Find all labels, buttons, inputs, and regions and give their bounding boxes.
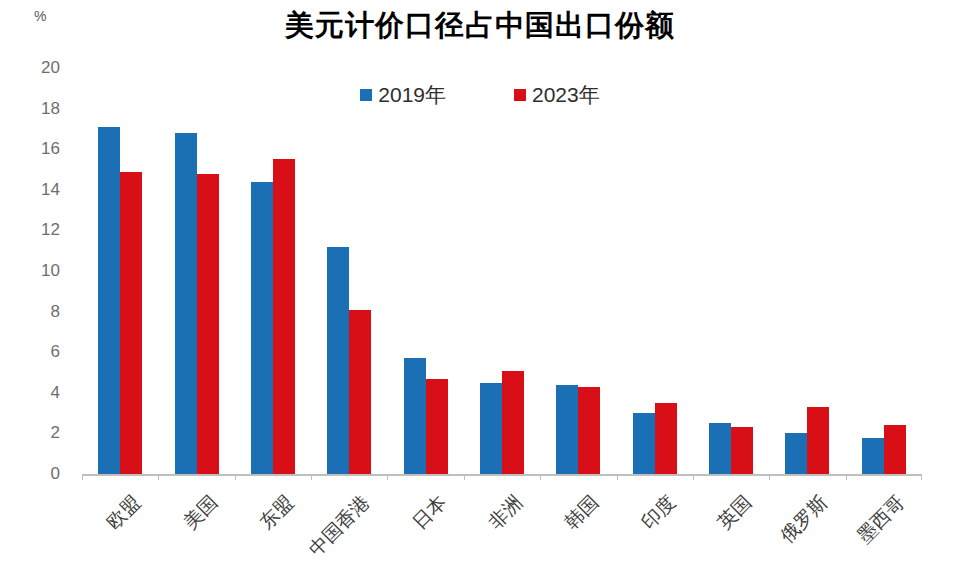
y-axis-tick-label-20: 20	[0, 58, 60, 78]
bar-2019-cat4	[327, 247, 349, 474]
y-axis: 0 2 4 6 8 10 12 14 16 18 20	[0, 0, 60, 571]
bar-2019-cat11	[862, 438, 884, 475]
y-axis-tick-label-2: 2	[0, 423, 60, 443]
bar-2023-cat11	[884, 425, 906, 474]
x-axis-label-3: 东盟	[254, 490, 299, 535]
bar-2019-cat7	[556, 385, 578, 474]
y-axis-tick-label-0: 0	[0, 464, 60, 484]
bar-2019-cat8	[633, 413, 655, 474]
bar-2023-cat10	[807, 407, 829, 474]
category-group-3: 东盟	[235, 68, 311, 474]
x-axis-tick-11	[921, 476, 922, 480]
x-axis-label-11: 墨西哥	[851, 490, 910, 549]
x-axis-label-5: 日本	[407, 490, 452, 535]
x-axis-label-10: 俄罗斯	[775, 490, 834, 549]
x-axis-tick-2	[235, 476, 236, 480]
x-axis-label-4: 中国香港	[304, 490, 376, 562]
x-axis-tick-0	[82, 476, 83, 480]
x-axis-tick-10	[846, 476, 847, 480]
x-axis-tick-8	[693, 476, 694, 480]
bar-2023-cat1	[120, 172, 142, 475]
x-axis-label-2: 美国	[178, 490, 223, 535]
y-axis-tick-label-8: 8	[0, 302, 60, 322]
bar-2019-cat10	[785, 433, 807, 474]
x-axis-label-8: 印度	[636, 490, 681, 535]
bar-2019-cat5	[404, 358, 426, 474]
bar-2019-cat6	[480, 383, 502, 474]
y-axis-tick-label-14: 14	[0, 180, 60, 200]
bar-2023-cat3	[273, 159, 295, 474]
y-axis-tick-label-10: 10	[0, 261, 60, 281]
x-axis-tick-3	[311, 476, 312, 480]
y-axis-tick-label-4: 4	[0, 383, 60, 403]
y-axis-tick-label-12: 12	[0, 220, 60, 240]
category-group-7: 韩国	[540, 68, 616, 474]
y-axis-tick-label-6: 6	[0, 342, 60, 362]
x-axis-tick-7	[617, 476, 618, 480]
category-group-6: 非洲	[464, 68, 540, 474]
bar-2023-cat8	[655, 403, 677, 474]
bar-2019-cat2	[175, 133, 197, 474]
category-group-10: 俄罗斯	[769, 68, 845, 474]
category-group-9: 英国	[693, 68, 769, 474]
x-axis-label-6: 非洲	[483, 490, 528, 535]
y-axis-tick-label-16: 16	[0, 139, 60, 159]
x-axis-label-7: 韩国	[559, 490, 604, 535]
bar-2023-cat6	[502, 371, 524, 475]
x-axis-tick-5	[464, 476, 465, 480]
x-axis-label-9: 英国	[712, 490, 757, 535]
bar-2023-cat7	[578, 387, 600, 474]
bar-2019-cat9	[709, 423, 731, 474]
category-group-1: 欧盟	[82, 68, 158, 474]
bar-2023-cat2	[197, 174, 219, 474]
x-axis-label-1: 欧盟	[101, 490, 146, 535]
category-group-4: 中国香港	[311, 68, 387, 474]
chart-title: 美元计价口径占中国出口份额	[0, 6, 960, 46]
plot-area: 欧盟美国东盟中国香港日本非洲韩国印度英国俄罗斯墨西哥	[82, 68, 922, 474]
category-group-5: 日本	[387, 68, 463, 474]
chart-canvas: % 美元计价口径占中国出口份额 2019年2023年 0246810121416…	[0, 0, 960, 571]
x-axis-tick-9	[769, 476, 770, 480]
x-axis-tick-1	[158, 476, 159, 480]
bar-2023-cat4	[349, 310, 371, 474]
category-group-11: 墨西哥	[846, 68, 922, 474]
x-axis-line	[82, 474, 922, 476]
bar-2019-cat1	[98, 127, 120, 474]
category-group-2: 美国	[158, 68, 234, 474]
bar-2023-cat9	[731, 427, 753, 474]
x-axis-tick-6	[540, 476, 541, 480]
x-axis-tick-4	[387, 476, 388, 480]
bar-2023-cat5	[426, 379, 448, 474]
category-group-8: 印度	[617, 68, 693, 474]
y-axis-tick-label-18: 18	[0, 99, 60, 119]
bar-2019-cat3	[251, 182, 273, 474]
